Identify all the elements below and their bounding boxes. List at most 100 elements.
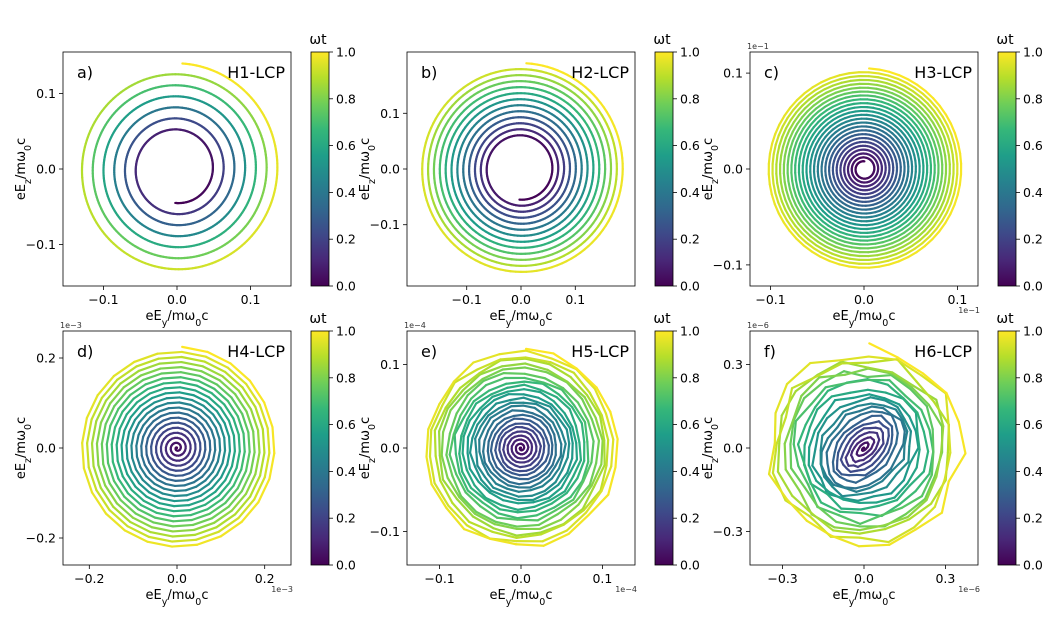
colorbar-tick-label: 0.6 bbox=[336, 138, 356, 153]
x-tick-label: 0.1 bbox=[947, 292, 967, 307]
x-tick-label: 0.0 bbox=[167, 571, 187, 586]
trajectory-segment bbox=[791, 173, 792, 181]
trajectory-segment bbox=[160, 362, 182, 364]
x-axis-label: eEy/mω0c bbox=[490, 309, 553, 329]
trajectory-segment bbox=[122, 445, 123, 460]
colorbar-gradient bbox=[998, 52, 1016, 286]
trajectory-segment bbox=[876, 242, 884, 244]
trajectory-segment bbox=[941, 173, 942, 181]
colorbar: ωt 0.0 0.2 0.4 0.6 0.8 1.0 bbox=[996, 32, 1043, 294]
trajectory-segment bbox=[173, 530, 194, 532]
panel-letter: d) bbox=[77, 342, 93, 361]
trajectory-segment bbox=[780, 156, 781, 165]
y-tick-label: −0.1 bbox=[713, 257, 743, 272]
trajectory-segment bbox=[956, 154, 957, 164]
trajectory-segment bbox=[868, 248, 876, 249]
trajectory-segment bbox=[475, 439, 476, 452]
colorbar-label: ωt bbox=[996, 32, 1014, 48]
x-axis-label: eEy/mω0c bbox=[146, 309, 209, 329]
trajectory-segment bbox=[483, 441, 484, 452]
colorbar-label: ωt bbox=[309, 32, 327, 48]
trajectory-segment bbox=[253, 431, 254, 452]
x-tick-label: −0.1 bbox=[88, 292, 118, 307]
colorbar-label: ωt bbox=[653, 32, 671, 48]
trajectory-segment bbox=[224, 438, 225, 451]
trajectory-segment bbox=[852, 247, 860, 248]
trajectory-segment bbox=[102, 444, 103, 464]
x-tick-label: −0.1 bbox=[755, 292, 785, 307]
trajectory-segment bbox=[851, 255, 860, 256]
trajectory-segment bbox=[851, 251, 859, 252]
panel-a: −0.1 0.0 0.1−0.10.00.1eEy/mω0ceEz/mω0ca) H1… bbox=[14, 32, 356, 329]
trajectory-segment bbox=[173, 520, 192, 521]
trajectory-segment bbox=[170, 413, 179, 414]
trajectory-segment bbox=[258, 430, 259, 452]
trajectory-segment bbox=[850, 76, 859, 77]
y-scale-label: 1e−1 bbox=[747, 42, 769, 51]
trajectory-segment bbox=[852, 88, 860, 89]
colorbar-tick-label: 0.8 bbox=[336, 370, 356, 385]
trajectory-segment bbox=[175, 490, 186, 491]
trajectory-segment bbox=[204, 450, 206, 457]
trajectory-segment bbox=[175, 495, 187, 496]
colorbar-tick-label: 0.2 bbox=[1023, 232, 1043, 247]
trajectory-segment bbox=[795, 158, 796, 165]
y-tick-label: 0.0 bbox=[380, 162, 400, 177]
trajectory-segment bbox=[869, 72, 879, 73]
x-tick-label: 0.1 bbox=[241, 292, 261, 307]
y-tick-label: −0.2 bbox=[26, 531, 56, 546]
trajectory-segment bbox=[788, 157, 789, 165]
colorbar-tick-label: 0.6 bbox=[680, 138, 700, 153]
trajectory-segment bbox=[795, 173, 796, 180]
y-tick-label: 0.1 bbox=[723, 66, 743, 81]
trajectory-segment bbox=[165, 387, 180, 388]
trajectory-segment bbox=[117, 445, 118, 461]
colorbar-tick-label: 0.4 bbox=[336, 185, 356, 200]
trajectory-segment bbox=[784, 173, 785, 182]
colorbar: ωt 0.0 0.2 0.4 0.6 0.8 1.0 bbox=[309, 311, 356, 573]
trajectory-segment bbox=[175, 485, 185, 486]
x-tick-label: 0.0 bbox=[854, 292, 874, 307]
trajectory-segment bbox=[850, 263, 860, 264]
colorbar-tick-label: 0.8 bbox=[336, 91, 356, 106]
trajectory-segment bbox=[936, 149, 938, 157]
trajectory-segment bbox=[488, 441, 489, 451]
trajectory-segment bbox=[868, 92, 876, 93]
trajectory-segment bbox=[166, 392, 180, 393]
trajectory-segment bbox=[949, 155, 950, 164]
trajectory-segment bbox=[868, 84, 877, 85]
colorbar-tick-label: 0.4 bbox=[336, 464, 356, 479]
trajectory-segment bbox=[169, 408, 179, 409]
trajectory-segment bbox=[519, 483, 529, 484]
trajectory-segment bbox=[849, 72, 859, 73]
trajectory-segment bbox=[956, 174, 957, 184]
trajectory-segment bbox=[933, 150, 934, 157]
trajectory-segment bbox=[776, 155, 777, 164]
trajectory-segment bbox=[949, 174, 950, 183]
trajectory-segment bbox=[476, 452, 477, 465]
trajectory-segment bbox=[773, 154, 774, 164]
figure-canvas: −0.1 0.0 0.1−0.10.00.1eEy/mω0ceEz/mω0ca) H1… bbox=[0, 0, 1058, 634]
y-axis-label: eEz/mω0c bbox=[358, 138, 378, 200]
trajectory-segment bbox=[850, 259, 859, 260]
trajectory-segment bbox=[868, 244, 876, 245]
trajectory-segment bbox=[568, 444, 569, 458]
colorbar-tick-label: 0.8 bbox=[680, 91, 700, 106]
trajectory-segment bbox=[141, 446, 142, 456]
trajectory-segment bbox=[127, 445, 128, 459]
trajectory-segment bbox=[164, 382, 181, 383]
trajectory-segment bbox=[853, 244, 861, 245]
colorbar-tick-label: 0.4 bbox=[680, 185, 700, 200]
y-tick-label: 0.1 bbox=[36, 86, 56, 101]
trajectory-segment bbox=[960, 153, 961, 163]
trajectory-segment bbox=[773, 174, 774, 184]
x-scale-label: 1e−3 bbox=[271, 585, 293, 594]
colorbar: ωt 0.0 0.2 0.4 0.6 0.8 1.0 bbox=[653, 32, 700, 294]
panel-title: H4-LCP bbox=[227, 342, 285, 361]
trajectory-segment bbox=[239, 435, 240, 452]
trajectory-segment bbox=[869, 267, 879, 268]
trajectory-segment bbox=[174, 500, 188, 501]
panel-letter: a) bbox=[77, 63, 93, 82]
x-tick-label: 0.0 bbox=[511, 292, 531, 307]
trajectory-segment bbox=[219, 439, 220, 451]
